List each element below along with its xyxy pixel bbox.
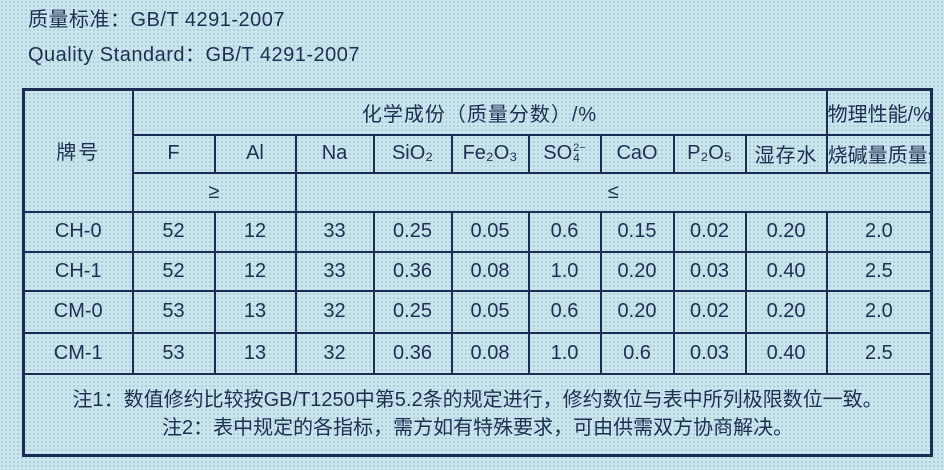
column-header-fe2o3: Fe₂O₃	[450, 133, 530, 174]
value-cell: 53	[131, 331, 216, 375]
brand-column-header: 牌号	[22, 88, 134, 213]
column-header-na: Na	[294, 133, 375, 174]
physical-properties-header: 物理性能/%	[825, 88, 933, 136]
value-cell: 0.05	[450, 210, 530, 253]
table-row-ch0: CH-0 52 12 33 0.25 0.05 0.6 0.15 0.02 0.…	[22, 210, 933, 253]
notes-row: 注1：数值修约比较按GB/T1250中第5.2条的规定进行，修约数位与表中所列极…	[22, 372, 933, 457]
column-header-cao: CaO	[599, 133, 675, 174]
spec-table: 牌号 化学成份（质量分数）/% 物理性能/% F Al Na SiO₂ Fe₂O…	[22, 88, 934, 457]
header-row-1: 牌号 化学成份（质量分数）/% 物理性能/%	[22, 88, 933, 213]
brand-cell: CM-0	[22, 289, 134, 334]
table-row-ch1: CH-1 52 12 33 0.36 0.08 1.0 0.20 0.03 0.…	[22, 250, 933, 292]
value-cell: 53	[131, 289, 216, 334]
column-header-p2o5: P₂O₅	[672, 133, 747, 174]
value-cell: 0.40	[744, 331, 828, 375]
value-cell: 0.6	[599, 331, 675, 375]
note-1: 注1：数值修约比较按GB/T1250中第5.2条的规定进行，修约数位与表中所列极…	[72, 389, 883, 412]
column-header-al: Al	[213, 133, 297, 174]
value-cell: 0.20	[744, 289, 828, 334]
value-cell: 2.5	[825, 250, 933, 292]
value-cell: 52	[131, 210, 216, 253]
column-header-so4: SO 2− 4	[527, 133, 602, 174]
value-cell: 0.15	[599, 210, 675, 253]
value-cell: 0.08	[450, 331, 530, 375]
value-cell: 1.0	[527, 250, 602, 292]
value-cell: 0.03	[672, 250, 747, 292]
so4-formula: SO 2− 4	[543, 142, 585, 165]
table-row-cm0: CM-0 53 13 32 0.25 0.05 0.6 0.20 0.02 0.…	[22, 289, 933, 334]
notes-cell: 注1：数值修约比较按GB/T1250中第5.2条的规定进行，修约数位与表中所列极…	[22, 372, 933, 457]
value-cell: 12	[213, 210, 297, 253]
table-row-cm1: CM-1 53 13 32 0.36 0.08 1.0 0.6 0.03 0.4…	[22, 331, 933, 375]
value-cell: 0.36	[372, 250, 453, 292]
value-cell: 0.36	[372, 331, 453, 375]
title-en: Quality Standard：GB/T 4291-2007	[28, 44, 360, 66]
column-header-sio2: SiO₂	[372, 133, 453, 174]
value-cell: 0.25	[372, 210, 453, 253]
value-cell: 0.03	[672, 331, 747, 375]
brand-cell: CH-1	[22, 250, 134, 292]
value-cell: 13	[213, 289, 297, 334]
value-cell: 32	[294, 331, 375, 375]
value-cell: 52	[131, 250, 216, 292]
header-row-3: ≥ ≤	[24, 171, 933, 213]
value-cell: 32	[294, 289, 375, 334]
note-2: 注2：表中规定的各指标，需方如有特殊要求，可由供需双方协商解决。	[161, 417, 794, 440]
document-titles: 质量标准：GB/T 4291-2007 Quality Standard：GB/…	[28, 7, 360, 68]
value-cell: 0.02	[672, 289, 747, 334]
value-cell: 0.20	[599, 250, 675, 292]
value-cell: 0.20	[744, 210, 828, 253]
column-header-f: F	[131, 133, 216, 174]
value-cell: 0.20	[599, 289, 675, 334]
so4-sub-sup-stack: 2− 4	[573, 142, 586, 165]
value-cell: 2.0	[825, 289, 933, 334]
so4-subscript: 4	[573, 151, 580, 165]
header-row-2: F Al Na SiO₂ Fe₂O₃ SO 2− 4 CaO P₂O₅ 湿存水 烧碱…	[24, 133, 933, 174]
title-zh: 质量标准：GB/T 4291-2007	[28, 9, 286, 31]
value-cell: 1.0	[527, 331, 602, 375]
value-cell: 0.08	[450, 250, 530, 292]
value-cell: 0.40	[744, 250, 828, 292]
column-header-ignition-loss: 烧碱量质量分数	[825, 133, 933, 174]
so4-superscript: 2−	[573, 142, 586, 154]
value-cell: 2.5	[825, 331, 933, 375]
value-cell: 13	[213, 331, 297, 375]
value-cell: 0.6	[527, 289, 602, 334]
value-cell: 33	[294, 210, 375, 253]
value-cell: 0.6	[527, 210, 602, 253]
brand-cell: CH-0	[22, 210, 134, 253]
chemical-composition-header: 化学成份（质量分数）/%	[131, 88, 828, 136]
so4-base: SO	[543, 142, 573, 164]
lte-cell: ≤	[294, 171, 933, 213]
brand-cell: CM-1	[22, 331, 134, 375]
column-header-moisture: 湿存水	[744, 133, 828, 174]
value-cell: 0.05	[450, 289, 530, 334]
value-cell: 0.02	[672, 210, 747, 253]
value-cell: 33	[294, 250, 375, 292]
gte-cell: ≥	[131, 171, 297, 213]
value-cell: 2.0	[825, 210, 933, 253]
value-cell: 0.25	[372, 289, 453, 334]
value-cell: 12	[213, 250, 297, 292]
